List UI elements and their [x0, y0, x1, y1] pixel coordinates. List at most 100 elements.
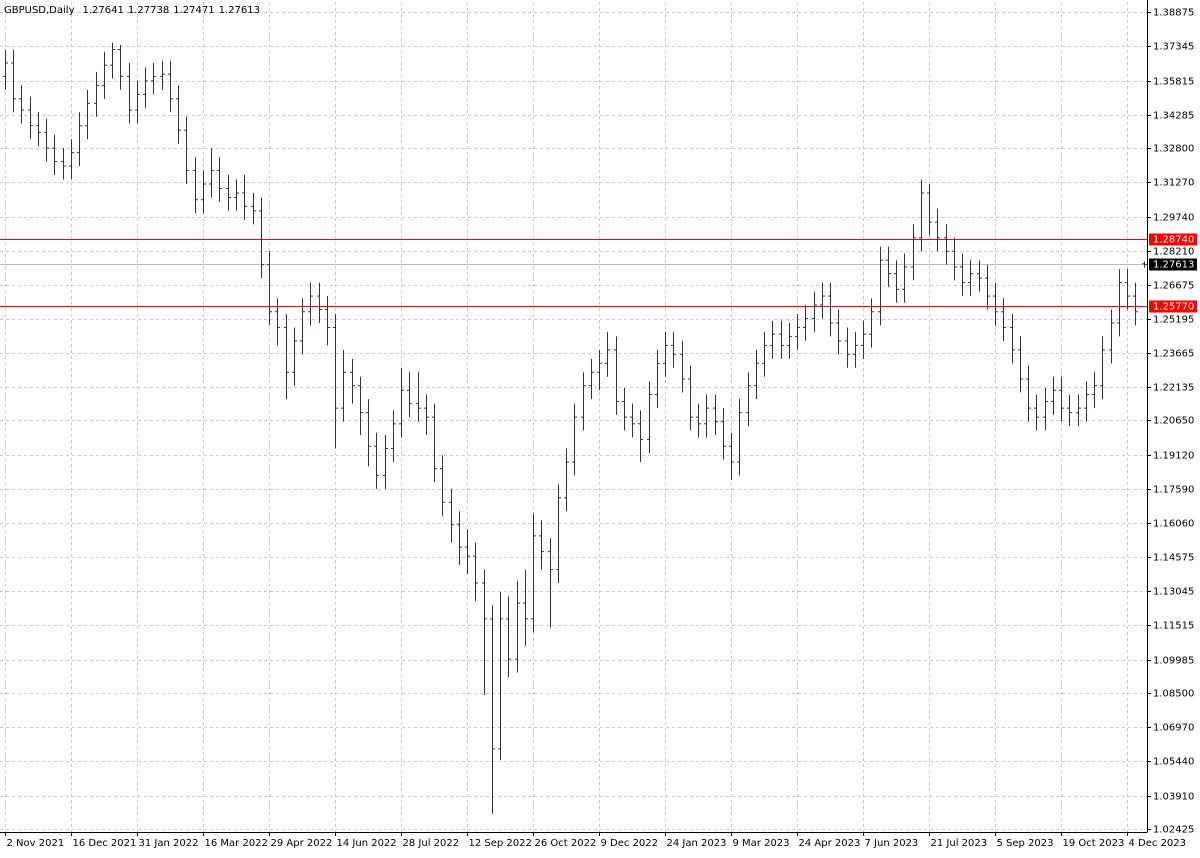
- y-tick-label: 1.26675: [1153, 281, 1194, 292]
- ohlc-bar: [911, 224, 916, 281]
- ohlc-bar: [127, 62, 132, 124]
- y-tick-label: 1.08500: [1153, 689, 1194, 700]
- y-tick-label: 1.09985: [1153, 656, 1194, 667]
- ohlc-bar: [399, 367, 404, 438]
- ohlc-bar: [754, 349, 759, 400]
- ohlc-bar: [1100, 336, 1105, 400]
- ohlc-bar: [374, 432, 379, 489]
- ohlc-bar: [341, 349, 346, 422]
- level-label: 1.28740: [1153, 235, 1194, 246]
- ohlc-bar: [1043, 387, 1048, 431]
- ohlc-bar: [1109, 309, 1114, 364]
- axis-layer: [0, 0, 1151, 836]
- ohlc-bar: [688, 365, 693, 431]
- ohlc-bar: [498, 591, 503, 761]
- ohlc-bar: [902, 253, 907, 303]
- ohlc-bar: [539, 520, 544, 570]
- x-tick-label: 28 Jul 2022: [403, 838, 460, 849]
- ohlc-bar: [779, 320, 784, 359]
- ohlc-bar: [795, 314, 800, 350]
- ohlc-bar: [787, 322, 792, 359]
- ohlc-bar: [589, 358, 594, 400]
- y-tick-label: 1.02425: [1153, 825, 1194, 836]
- ohlc-bar: [853, 331, 858, 368]
- ohlc-bar: [209, 148, 214, 198]
- x-tick-label: 24 Apr 2023: [799, 838, 861, 849]
- last-high: 1.27738: [128, 5, 169, 16]
- ohlc-bar: [284, 314, 289, 400]
- ohlc-bar: [1067, 394, 1072, 427]
- ohlc-bar: [1026, 365, 1031, 422]
- ohlc-bar: [135, 80, 140, 124]
- ohlc-bar: [729, 432, 734, 480]
- y-tick-label: 1.23665: [1153, 349, 1194, 360]
- ohlc-bar: [886, 246, 891, 288]
- ohlc-bar: [449, 488, 454, 543]
- ohlc-bar: [556, 484, 561, 583]
- ohlc-bar: [1076, 394, 1081, 427]
- ohlc-bar: [812, 291, 817, 332]
- ohlc-bar: [680, 340, 685, 393]
- ohlc-bar: [1117, 269, 1122, 337]
- y-tick-label: 1.16060: [1153, 519, 1194, 530]
- y-tick-label: 1.32800: [1153, 144, 1194, 155]
- ohlc-bar: [184, 116, 189, 185]
- ohlc-bar: [391, 410, 396, 462]
- level-label-bg: [1149, 300, 1197, 313]
- ohlc-bar: [581, 372, 586, 431]
- ohlc-bar: [894, 260, 899, 303]
- ohlc-bar: [102, 51, 107, 99]
- last-open: 1.27641: [83, 5, 124, 16]
- ohlc-bar: [383, 435, 388, 489]
- ohlc-bar: [490, 605, 495, 814]
- y-tick-label: 1.20650: [1153, 416, 1194, 427]
- ohlc-bar: [317, 282, 322, 323]
- y-tick-label: 1.31270: [1153, 178, 1194, 189]
- x-tick-label: 2 Nov 2021: [7, 838, 65, 849]
- x-tick-label: 24 Jan 2023: [667, 838, 727, 849]
- x-tick-label: 31 Jan 2022: [139, 838, 199, 849]
- x-tick-label: 14 Jun 2022: [337, 838, 397, 849]
- ohlc-bar: [737, 399, 742, 476]
- ohlc-bar: [622, 387, 627, 431]
- ohlc-bar: [143, 67, 148, 108]
- y-tick-label: 1.17590: [1153, 485, 1194, 496]
- ohlc-bar: [465, 529, 470, 575]
- level-label: 1.25770: [1153, 302, 1194, 313]
- ohlc-bar: [1084, 381, 1089, 422]
- ohlc-bar: [1018, 336, 1023, 393]
- ohlc-bar: [308, 282, 313, 326]
- y-tick-label: 1.11515: [1153, 621, 1194, 632]
- ohlc-bar: [1034, 394, 1039, 431]
- ohlc-bar: [803, 305, 808, 341]
- ohlc-bar: [234, 179, 239, 211]
- ohlc-bar: [523, 569, 528, 646]
- ohlc-bar: [630, 403, 635, 438]
- ohlc-bar: [440, 455, 445, 516]
- ohlc-bar: [77, 112, 82, 167]
- ohlc-bar: [69, 139, 74, 180]
- x-tick-label: 16 Dec 2021: [73, 838, 137, 849]
- chart-header: GBPUSD,Daily 1.27641 1.27738 1.27471 1.27613: [4, 5, 260, 16]
- current-price-label: 1.27613: [1153, 260, 1194, 271]
- ohlc-bar: [267, 251, 272, 326]
- ohlc-bar: [663, 331, 668, 377]
- y-tick-label: 1.06970: [1153, 723, 1194, 734]
- ohlc-bar: [482, 569, 487, 696]
- ohlc-bar: [647, 381, 652, 453]
- ohlc-bar: [597, 349, 602, 391]
- ohlc-bar: [861, 320, 866, 359]
- x-tick-label: 29 Apr 2022: [271, 838, 333, 849]
- ohlc-bar: [746, 372, 751, 427]
- y-tick-label: 1.03910: [1153, 792, 1194, 803]
- ohlc-bar: [424, 394, 429, 436]
- ohlc-bar: [655, 349, 660, 409]
- x-tick-label: 9 Dec 2022: [601, 838, 659, 849]
- current-price-bg: [1149, 258, 1197, 271]
- ohlc-bar: [977, 260, 982, 292]
- symbol-label: GBPUSD,Daily: [4, 5, 75, 16]
- ohlc-bar: [506, 596, 511, 678]
- ohlc-bar: [1010, 314, 1015, 364]
- ohlc-bar: [242, 175, 247, 220]
